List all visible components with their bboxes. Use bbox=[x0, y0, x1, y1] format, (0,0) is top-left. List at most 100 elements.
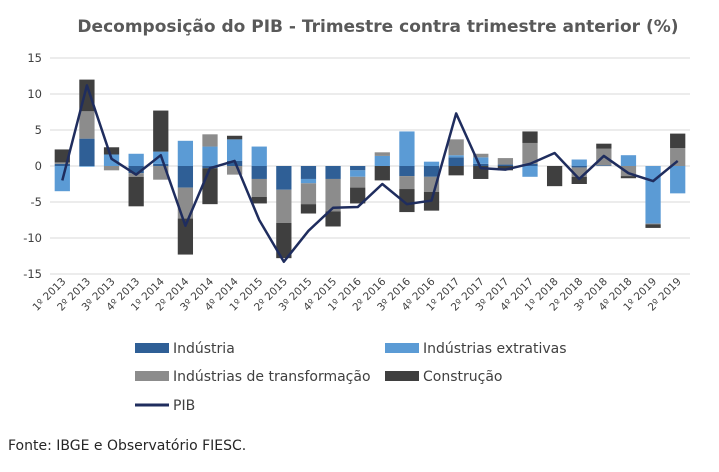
bar-segment bbox=[325, 178, 341, 212]
bar-segment bbox=[103, 147, 120, 155]
bar-segment bbox=[497, 166, 514, 171]
bar-segment bbox=[276, 166, 292, 190]
bar-segment bbox=[620, 176, 637, 179]
bar-segment bbox=[670, 133, 686, 148]
legend-label: Indústria bbox=[173, 341, 235, 357]
legend: Indústria Indústrias extrativas Indústrias… bbox=[135, 341, 567, 414]
bar-segment bbox=[448, 139, 464, 156]
y-tick-label: 15 bbox=[27, 51, 42, 65]
bar-segment bbox=[399, 176, 415, 190]
bar-segment bbox=[374, 166, 390, 181]
bar-segment bbox=[128, 166, 144, 174]
bar-segment bbox=[276, 189, 292, 223]
legend-swatch bbox=[135, 343, 169, 353]
legend-label: Indústrias de transformação bbox=[173, 369, 371, 385]
bar-segment bbox=[177, 140, 194, 166]
bar-segment bbox=[202, 134, 218, 147]
bar-segment bbox=[79, 138, 95, 166]
bar-segment bbox=[497, 158, 514, 165]
bar-segment bbox=[522, 166, 538, 177]
bar-segment bbox=[226, 139, 243, 161]
pib-line bbox=[61, 84, 679, 264]
bar-segment bbox=[300, 178, 317, 184]
bar-segment bbox=[596, 165, 612, 166]
pib-series-line bbox=[61, 84, 679, 264]
bar-segment bbox=[571, 167, 587, 177]
bar-segment bbox=[596, 143, 612, 149]
legend-label: Construção bbox=[423, 369, 502, 385]
bar-segment bbox=[473, 163, 489, 166]
bar-segment bbox=[522, 131, 538, 143]
y-tick-label: 5 bbox=[35, 123, 42, 137]
bar-segment bbox=[350, 176, 366, 188]
bar-segment bbox=[448, 166, 464, 176]
bar-segment bbox=[374, 152, 390, 156]
bar-segment bbox=[645, 166, 661, 224]
bar-segment bbox=[251, 178, 267, 197]
bar-segment bbox=[670, 166, 686, 194]
bar-segment bbox=[300, 166, 317, 179]
bar-segment bbox=[128, 153, 144, 166]
bar-segment bbox=[670, 148, 686, 166]
bar-segment bbox=[226, 166, 243, 175]
bar-segment bbox=[571, 166, 587, 168]
y-tick-label: 10 bbox=[27, 87, 42, 101]
bar-segment bbox=[79, 166, 95, 167]
y-tick-label: 0 bbox=[35, 159, 42, 173]
bar-segment bbox=[103, 166, 120, 171]
bar-segment bbox=[423, 161, 440, 166]
source-note: Fonte: IBGE e Observatório FIESC. bbox=[8, 438, 247, 454]
legend-label: PIB bbox=[173, 398, 195, 414]
bar-segment bbox=[251, 146, 267, 166]
bar-segment bbox=[399, 189, 415, 213]
bar-segment bbox=[473, 157, 489, 164]
bar-segment bbox=[54, 163, 70, 166]
y-axis: -15 -10 -5 0 5 10 15 bbox=[23, 51, 42, 281]
bar-segment bbox=[571, 159, 587, 166]
bar-segment bbox=[448, 155, 464, 158]
bar-segment bbox=[54, 149, 70, 163]
legend-swatch bbox=[385, 371, 419, 381]
bar-segment bbox=[497, 164, 514, 166]
bar-segment bbox=[325, 166, 341, 179]
bar-segment bbox=[177, 187, 194, 219]
bar-segment bbox=[153, 110, 169, 152]
bar-segment bbox=[522, 142, 538, 164]
bar-segment bbox=[620, 155, 637, 166]
bar-segment bbox=[571, 176, 587, 184]
y-tick-label: -15 bbox=[23, 267, 42, 281]
bar-segment bbox=[276, 222, 292, 259]
bar-segment bbox=[128, 176, 144, 207]
bar-segment bbox=[448, 157, 464, 166]
bar-segment bbox=[645, 223, 661, 225]
bar-segment bbox=[177, 218, 194, 255]
bar-segment bbox=[473, 153, 489, 158]
bar-segment bbox=[251, 166, 267, 179]
bar-segment bbox=[374, 155, 390, 166]
legend-swatch bbox=[135, 371, 169, 381]
bar-segment bbox=[153, 163, 169, 166]
bar-segment bbox=[645, 224, 661, 228]
bar-segment bbox=[350, 166, 366, 171]
bar-segment bbox=[300, 183, 317, 205]
bar-segment bbox=[546, 166, 563, 187]
y-tick-label: -10 bbox=[23, 231, 42, 245]
bar-segment bbox=[79, 111, 95, 139]
bar-segment bbox=[399, 166, 415, 177]
bar-segment bbox=[177, 166, 194, 188]
legend-swatch bbox=[385, 343, 419, 353]
bar-segment bbox=[300, 204, 317, 214]
bar-segment bbox=[350, 170, 366, 177]
bar-segment bbox=[423, 166, 440, 177]
chart-title: Decomposição do PIB - Trimestre contra t… bbox=[77, 17, 678, 37]
bar-segment bbox=[202, 146, 218, 166]
bar-segment bbox=[620, 166, 637, 177]
bar-segment bbox=[226, 135, 243, 140]
bar-segment bbox=[325, 211, 341, 227]
bar-segment bbox=[399, 131, 415, 166]
bar-segment bbox=[202, 168, 218, 205]
y-tick-label: -5 bbox=[31, 195, 42, 209]
bar-segment bbox=[350, 187, 366, 204]
